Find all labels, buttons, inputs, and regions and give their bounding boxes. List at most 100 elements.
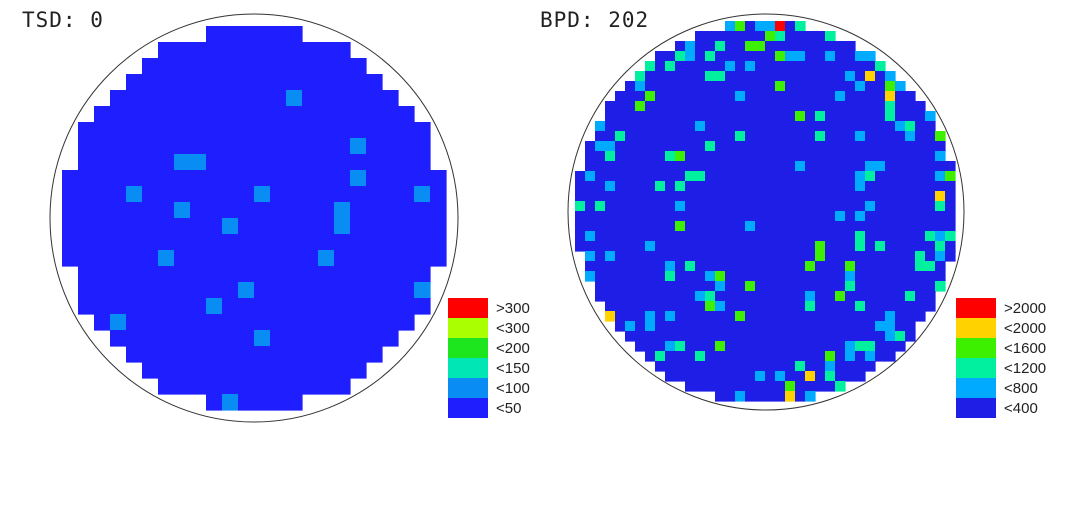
bpd-cell <box>825 331 836 342</box>
bpd-cell <box>735 301 746 312</box>
tsd-cell <box>206 26 223 43</box>
bpd-cell <box>655 51 666 62</box>
tsd-cell <box>318 330 335 347</box>
bpd-cell <box>635 271 646 282</box>
bpd-cell <box>625 81 636 92</box>
bpd-cell <box>845 321 856 332</box>
tsd-cell <box>190 106 207 123</box>
bpd-cell <box>665 331 676 342</box>
bpd-cell <box>705 261 716 272</box>
bpd-cell <box>805 281 816 292</box>
bpd-cell <box>835 121 846 132</box>
bpd-cell <box>925 221 936 232</box>
tsd-cell <box>158 250 175 267</box>
bpd-cell <box>825 51 836 62</box>
bpd-cell <box>755 131 766 142</box>
bpd-cell <box>925 291 936 302</box>
bpd-cell <box>835 381 846 392</box>
tsd-cell <box>350 202 367 219</box>
bpd-cell <box>765 91 776 102</box>
tsd-cell <box>126 106 143 123</box>
tsd-cell <box>222 282 239 299</box>
tsd-cell <box>142 362 159 379</box>
tsd-cell <box>302 122 319 139</box>
bpd-cell <box>735 311 746 322</box>
bpd-cell <box>615 211 626 222</box>
bpd-cell <box>785 301 796 312</box>
tsd-cell <box>318 106 335 123</box>
tsd-cell <box>110 282 127 299</box>
bpd-cell <box>755 191 766 202</box>
bpd-cell <box>875 121 886 132</box>
bpd-cell <box>865 271 876 282</box>
bpd-cell <box>705 311 716 322</box>
tsd-cell <box>254 314 271 331</box>
bpd-cell <box>895 281 906 292</box>
bpd-cell <box>705 321 716 332</box>
bpd-cell <box>935 151 946 162</box>
bpd-cell <box>855 161 866 172</box>
bpd-cell <box>755 391 766 402</box>
bpd-cell <box>885 171 896 182</box>
tsd-cell <box>286 314 303 331</box>
tsd-cell <box>334 58 351 75</box>
bpd-cell <box>825 131 836 142</box>
tsd-cell <box>174 218 191 235</box>
bpd-cell <box>765 201 776 212</box>
tsd-cell <box>158 74 175 91</box>
tsd-cell <box>366 282 383 299</box>
bpd-cell <box>935 181 946 192</box>
bpd-cell <box>705 151 716 162</box>
bpd-cell <box>905 251 916 262</box>
bpd-cell <box>615 141 626 152</box>
bpd-cell <box>875 261 886 272</box>
tsd-cell <box>366 250 383 267</box>
tsd-cell <box>382 314 399 331</box>
bpd-cell <box>705 221 716 232</box>
tsd-cell <box>366 234 383 251</box>
bpd-cell <box>885 191 896 202</box>
bpd-cell <box>805 31 816 42</box>
bpd-cell <box>755 311 766 322</box>
bpd-cell <box>745 341 756 352</box>
bpd-cell <box>785 271 796 282</box>
bpd-cell <box>815 381 826 392</box>
bpd-cell <box>735 261 746 272</box>
tsd-cell <box>286 74 303 91</box>
bpd-cell <box>845 51 856 62</box>
tsd-cell <box>174 74 191 91</box>
bpd-cell <box>695 361 706 372</box>
bpd-cell <box>745 121 756 132</box>
tsd-cell <box>270 282 287 299</box>
bpd-cell <box>645 321 656 332</box>
bpd-cell <box>625 131 636 142</box>
bpd-cell <box>745 111 756 122</box>
bpd-cell <box>755 281 766 292</box>
tsd-cell <box>142 250 159 267</box>
tsd-cell <box>318 266 335 283</box>
bpd-cell <box>755 291 766 302</box>
bpd-cell <box>685 241 696 252</box>
tsd-cell <box>366 154 383 171</box>
tsd-cell <box>254 186 271 203</box>
bpd-cell <box>835 341 846 352</box>
bpd-cell <box>715 131 726 142</box>
bpd-cell <box>625 211 636 222</box>
bpd-cell <box>875 211 886 222</box>
bpd-cell <box>855 311 866 322</box>
bpd-cell <box>685 301 696 312</box>
bpd-cell <box>655 321 666 332</box>
tsd-cell <box>270 90 287 107</box>
bpd-cell <box>745 311 756 322</box>
bpd-cell <box>655 291 666 302</box>
bpd-cell <box>585 141 596 152</box>
tsd-cell <box>190 218 207 235</box>
bpd-cell <box>755 221 766 232</box>
tsd-cell <box>302 330 319 347</box>
bpd-cell <box>935 141 946 152</box>
tsd-cell <box>238 314 255 331</box>
bpd-cell <box>825 221 836 232</box>
bpd-cell <box>675 41 686 52</box>
bpd-cell <box>615 131 626 142</box>
bpd-cell <box>705 351 716 362</box>
